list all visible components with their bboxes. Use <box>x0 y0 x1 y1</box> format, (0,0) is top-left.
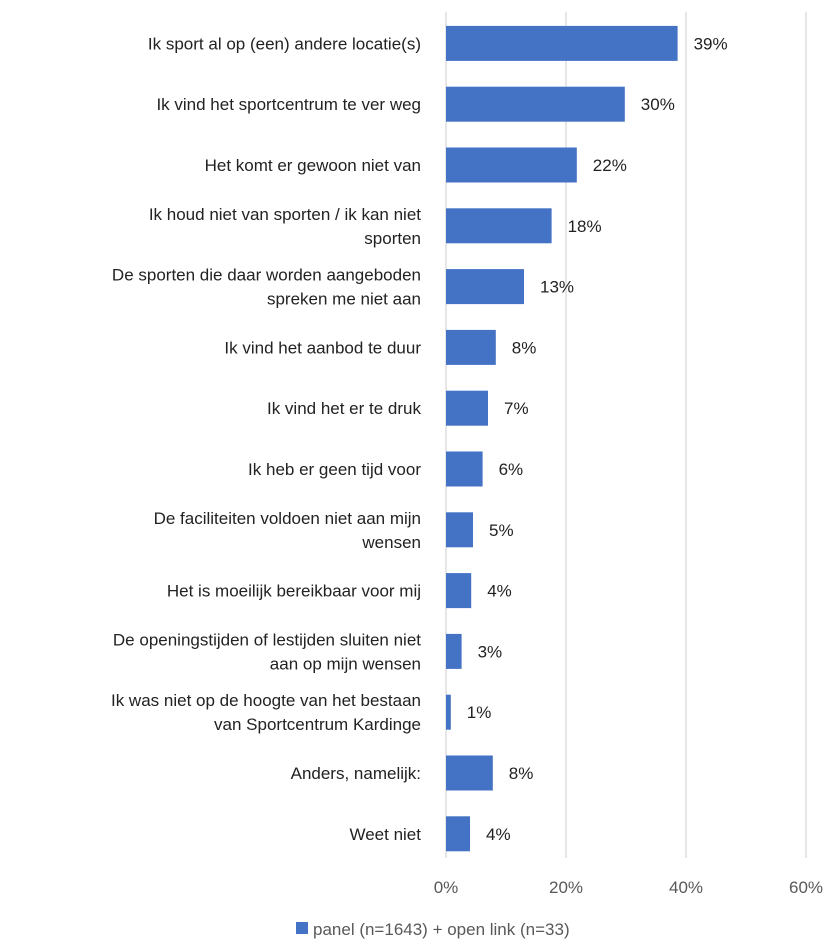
bar <box>446 86 625 122</box>
category-label-line: sporten <box>364 229 421 248</box>
bar <box>446 512 473 548</box>
category-label-line: Weet niet <box>349 825 421 844</box>
category-label: Het is moeilijk bereikbaar voor mij <box>167 582 421 601</box>
category-label: De faciliteiten voldoen niet aan mijn wen… <box>154 509 421 552</box>
x-tick-label: 20% <box>549 878 583 897</box>
bar <box>446 451 483 487</box>
category-label-line: Ik sport al op (een) andere locatie(s) <box>148 34 421 53</box>
data-label: 6% <box>499 460 524 479</box>
category-label: Ik heb er geen tijd voor <box>248 460 421 479</box>
category-label-line: Het is moeilijk bereikbaar voor mij <box>167 582 421 601</box>
category-label-line: Ik vind het aanbod te duur <box>224 338 421 357</box>
bar <box>446 208 552 244</box>
bar <box>446 755 493 791</box>
category-labels: Ik sport al op (een) andere locatie(s) Ik… <box>111 34 422 843</box>
x-axis-tick-labels: 0% 20% 40% 60% <box>434 878 823 897</box>
category-label-line: De openingstijden of lestijden sluiten n… <box>113 630 421 649</box>
legend: panel (n=1643) + open link (n=33) <box>296 920 570 939</box>
legend-label: panel (n=1643) + open link (n=33) <box>313 920 570 939</box>
bar <box>446 694 451 730</box>
bar <box>446 573 472 609</box>
category-label: Ik vind het aanbod te duur <box>224 338 421 357</box>
category-label-line: Ik was niet op de hoogte van het bestaan <box>111 691 421 710</box>
category-label: Ik vind het er te druk <box>267 399 422 418</box>
gridlines <box>445 12 807 858</box>
bar <box>446 147 577 183</box>
data-label: 39% <box>694 34 728 53</box>
data-label: 7% <box>504 399 529 418</box>
category-label-line: Ik vind het sportcentrum te ver weg <box>156 95 421 114</box>
category-label-line: aan op mijn wensen <box>270 654 421 673</box>
x-tick-label: 60% <box>789 878 823 897</box>
category-label-line: De sporten die daar worden aangeboden <box>112 266 421 285</box>
bar <box>446 816 470 852</box>
data-label: 30% <box>641 95 675 114</box>
x-tick-label: 0% <box>434 878 459 897</box>
category-label: Ik was niet op de hoogte van het bestaan… <box>111 691 421 734</box>
data-label: 4% <box>486 825 511 844</box>
data-label: 3% <box>478 642 503 661</box>
category-label: Weet niet <box>349 825 421 844</box>
category-label: Ik vind het sportcentrum te ver weg <box>156 95 421 114</box>
bar <box>446 390 488 426</box>
category-label-line: De faciliteiten voldoen niet aan mijn <box>154 509 421 528</box>
category-label-line: spreken me niet aan <box>267 290 421 309</box>
category-label: Het komt er gewoon niet van <box>205 156 421 175</box>
category-label-line: Ik vind het er te druk <box>267 399 422 418</box>
data-label: 22% <box>593 156 627 175</box>
category-label: Ik houd niet van sporten / ik kan niet sp… <box>149 205 421 248</box>
category-label-line: van Sportcentrum Kardinge <box>214 715 421 734</box>
x-tick-label: 40% <box>669 878 703 897</box>
bars <box>446 25 678 852</box>
category-label: De sporten die daar worden aangeboden spr… <box>112 266 421 309</box>
legend-swatch <box>296 922 308 934</box>
bar <box>446 25 678 61</box>
category-label-line: Ik houd niet van sporten / ik kan niet <box>149 205 421 224</box>
data-label: 5% <box>489 521 514 540</box>
data-label: 13% <box>540 278 574 297</box>
category-label-line: Anders, namelijk: <box>291 764 421 783</box>
data-label: 8% <box>512 338 537 357</box>
category-label: Anders, namelijk: <box>291 764 421 783</box>
category-label: Ik sport al op (een) andere locatie(s) <box>148 34 421 53</box>
bar <box>446 329 496 365</box>
data-label: 18% <box>568 217 602 236</box>
value-labels: 39% 30% 22% 18% 13% 8% 7% 6% 5% 4% 3% 1% 8% 4% <box>467 34 728 843</box>
category-label-line: Ik heb er geen tijd voor <box>248 460 421 479</box>
category-label-line: wensen <box>361 533 421 552</box>
bar <box>446 269 524 305</box>
data-label: 1% <box>467 703 492 722</box>
bar <box>446 633 462 669</box>
data-label: 4% <box>487 582 512 601</box>
category-label-line: Het komt er gewoon niet van <box>205 156 421 175</box>
category-label: De openingstijden of lestijden sluiten n… <box>113 630 421 673</box>
data-label: 8% <box>509 764 534 783</box>
